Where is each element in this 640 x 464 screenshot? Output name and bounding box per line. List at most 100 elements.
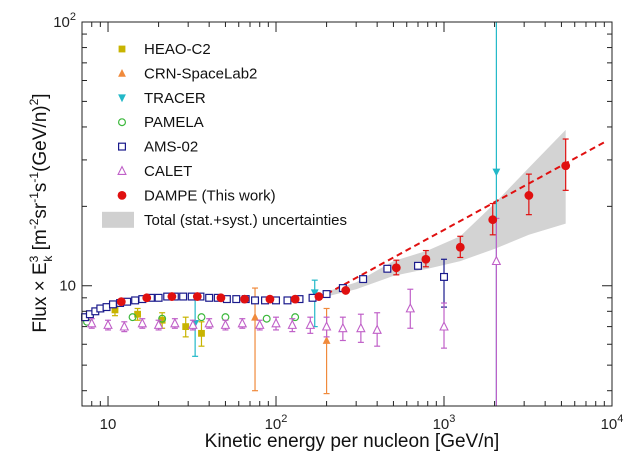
legend-label: TRACER xyxy=(144,90,206,107)
legend-entry: PAMELA xyxy=(117,114,204,131)
legend-label: HEAO-C2 xyxy=(144,41,211,58)
legend-marker xyxy=(117,165,127,175)
data-point xyxy=(192,292,202,301)
legend-entry: Total (stat.+syst.) uncertainties xyxy=(102,211,347,229)
data-point xyxy=(271,317,281,328)
data-point xyxy=(287,319,298,329)
band-layer xyxy=(326,129,566,297)
legend-label: Total (stat.+syst.) uncertainties xyxy=(144,212,347,229)
data-point xyxy=(182,323,190,331)
data-point xyxy=(322,336,331,344)
series-crn-spacelab2 xyxy=(251,287,331,395)
x-axis-title: Kinetic energy per nucleon [GeV/n] xyxy=(205,431,500,452)
data-point xyxy=(491,255,502,266)
data-point xyxy=(290,294,300,304)
data-point xyxy=(251,296,260,305)
data-point xyxy=(440,272,449,281)
data-point xyxy=(198,329,205,337)
data-point xyxy=(251,312,259,321)
series-pamela xyxy=(83,313,300,326)
fit-line-layer xyxy=(326,141,605,295)
data-point xyxy=(341,286,351,295)
y-axis-title: Flux × E3k [m-2sr-1s-1(GeV/n)2] xyxy=(27,93,55,332)
data-point xyxy=(188,319,198,329)
data-point xyxy=(305,319,316,329)
data-point xyxy=(262,314,271,323)
legend-marker xyxy=(118,69,126,77)
legend-entry: TRACER xyxy=(118,90,206,107)
x-tick-label: 102 xyxy=(265,413,288,433)
data-point xyxy=(561,161,571,171)
data-point xyxy=(116,297,126,307)
legend-marker xyxy=(117,142,126,151)
data-point xyxy=(383,264,392,273)
x-tick-label: 103 xyxy=(433,413,456,433)
series-calet xyxy=(86,217,502,406)
data-point xyxy=(439,320,449,331)
data-point xyxy=(108,300,117,309)
legend-marker xyxy=(118,94,126,103)
data-point xyxy=(232,295,241,304)
legend-marker xyxy=(117,118,126,127)
data-point xyxy=(359,275,368,284)
data-point xyxy=(137,317,148,328)
series-dampe-this-work xyxy=(116,138,571,307)
legend-label: AMS-02 xyxy=(144,139,198,156)
data-point xyxy=(153,319,164,329)
legend-marker xyxy=(117,191,127,200)
data-point xyxy=(216,293,226,303)
data-point xyxy=(158,316,166,324)
fit-line xyxy=(326,141,605,295)
data-point xyxy=(310,289,319,298)
data-point xyxy=(492,168,501,177)
data-point xyxy=(265,294,275,304)
series-heao-c2 xyxy=(111,303,205,347)
data-point xyxy=(204,317,214,328)
series-ams-02 xyxy=(81,258,449,322)
data-point xyxy=(413,261,422,270)
data-point xyxy=(391,263,401,273)
data-point xyxy=(167,292,177,301)
legend-swatch xyxy=(102,211,134,228)
data-point xyxy=(372,324,382,334)
data-point xyxy=(421,254,431,264)
data-point xyxy=(356,322,366,333)
x-tick-label: 10 xyxy=(100,416,117,433)
data-point xyxy=(338,322,348,333)
data-point xyxy=(103,319,113,329)
legend-label: DAMPE (This work) xyxy=(144,187,276,204)
data-point xyxy=(119,320,130,331)
legend: HEAO-C2 CRN-SpaceLab2 TRACER PAMELA AMS-02 CA… xyxy=(102,41,347,229)
data-point xyxy=(455,242,465,252)
data-point xyxy=(158,314,167,323)
legend-marker xyxy=(118,45,126,53)
axes: 10 102 103 104 10 102 xyxy=(53,11,623,433)
legend-entry: CALET xyxy=(117,163,192,180)
legend-entry: HEAO-C2 xyxy=(118,41,211,58)
legend-entry: AMS-02 xyxy=(117,139,198,156)
data-point xyxy=(524,191,534,200)
legend-label: CRN-SpaceLab2 xyxy=(144,65,257,82)
uncertainty-band xyxy=(326,129,566,297)
data-point xyxy=(102,303,111,312)
data-point xyxy=(205,293,214,302)
data-point xyxy=(283,296,292,305)
legend-entry: DAMPE (This work) xyxy=(117,187,276,204)
data-point xyxy=(154,293,163,302)
data-point xyxy=(111,306,119,314)
data-point xyxy=(179,292,188,301)
y-tick-label: 102 xyxy=(53,11,76,31)
data-point xyxy=(131,296,140,305)
data-point xyxy=(142,293,152,303)
data-point xyxy=(314,292,324,301)
data-point xyxy=(86,317,97,328)
data-point xyxy=(488,215,498,225)
x-tick-label: 104 xyxy=(601,413,624,433)
data-point xyxy=(170,317,180,328)
data-point xyxy=(322,290,331,299)
data-point xyxy=(220,319,231,329)
data-point xyxy=(240,294,249,304)
data-point xyxy=(291,313,300,322)
data-point xyxy=(128,313,137,322)
